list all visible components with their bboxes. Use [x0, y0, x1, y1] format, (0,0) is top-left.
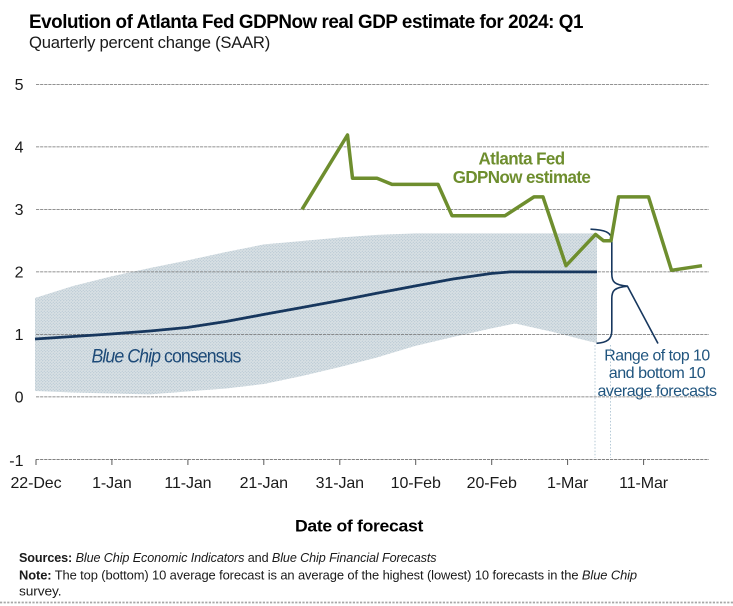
svg-text:5: 5 — [15, 77, 24, 94]
svg-text:22-Dec: 22-Dec — [11, 475, 62, 492]
svg-text:11-Mar: 11-Mar — [619, 475, 669, 492]
svg-text:3: 3 — [15, 202, 24, 219]
svg-text:Blue Chip consensus: Blue Chip consensus — [92, 347, 241, 368]
svg-text:10-Feb: 10-Feb — [391, 475, 441, 492]
svg-text:Atlanta Fed: Atlanta Fed — [479, 149, 565, 169]
svg-text:survey.: survey. — [19, 584, 62, 599]
svg-text:31-Jan: 31-Jan — [316, 475, 364, 492]
svg-text:1-Jan: 1-Jan — [92, 475, 132, 492]
svg-text:4: 4 — [15, 140, 24, 157]
svg-text:11-Jan: 11-Jan — [164, 475, 211, 492]
svg-text:1: 1 — [15, 327, 24, 344]
svg-text:1-Mar: 1-Mar — [547, 475, 589, 492]
svg-text:Evolution of Atlanta Fed GDPNo: Evolution of Atlanta Fed GDPNow real GDP… — [29, 12, 584, 33]
svg-text:20-Feb: 20-Feb — [467, 475, 517, 492]
svg-text:Range of top 10: Range of top 10 — [604, 348, 710, 365]
svg-text:-1: -1 — [9, 453, 23, 470]
svg-text:Quarterly percent change (SAAR: Quarterly percent change (SAAR) — [29, 34, 270, 52]
svg-text:2: 2 — [15, 265, 24, 282]
svg-text:Note: The top (bottom) 10 aver: Note: The top (bottom) 10 average foreca… — [19, 567, 637, 582]
svg-text:and bottom 10: and bottom 10 — [609, 365, 706, 382]
svg-text:0: 0 — [15, 390, 24, 407]
svg-text:GDPNow estimate: GDPNow estimate — [453, 167, 591, 187]
svg-text:Date of forecast: Date of forecast — [295, 517, 424, 536]
svg-text:Sources: Blue Chip Economic In: Sources: Blue Chip Economic Indicators a… — [19, 550, 437, 565]
svg-text:average forecasts: average forecasts — [598, 383, 717, 400]
svg-text:21-Jan: 21-Jan — [240, 475, 288, 492]
